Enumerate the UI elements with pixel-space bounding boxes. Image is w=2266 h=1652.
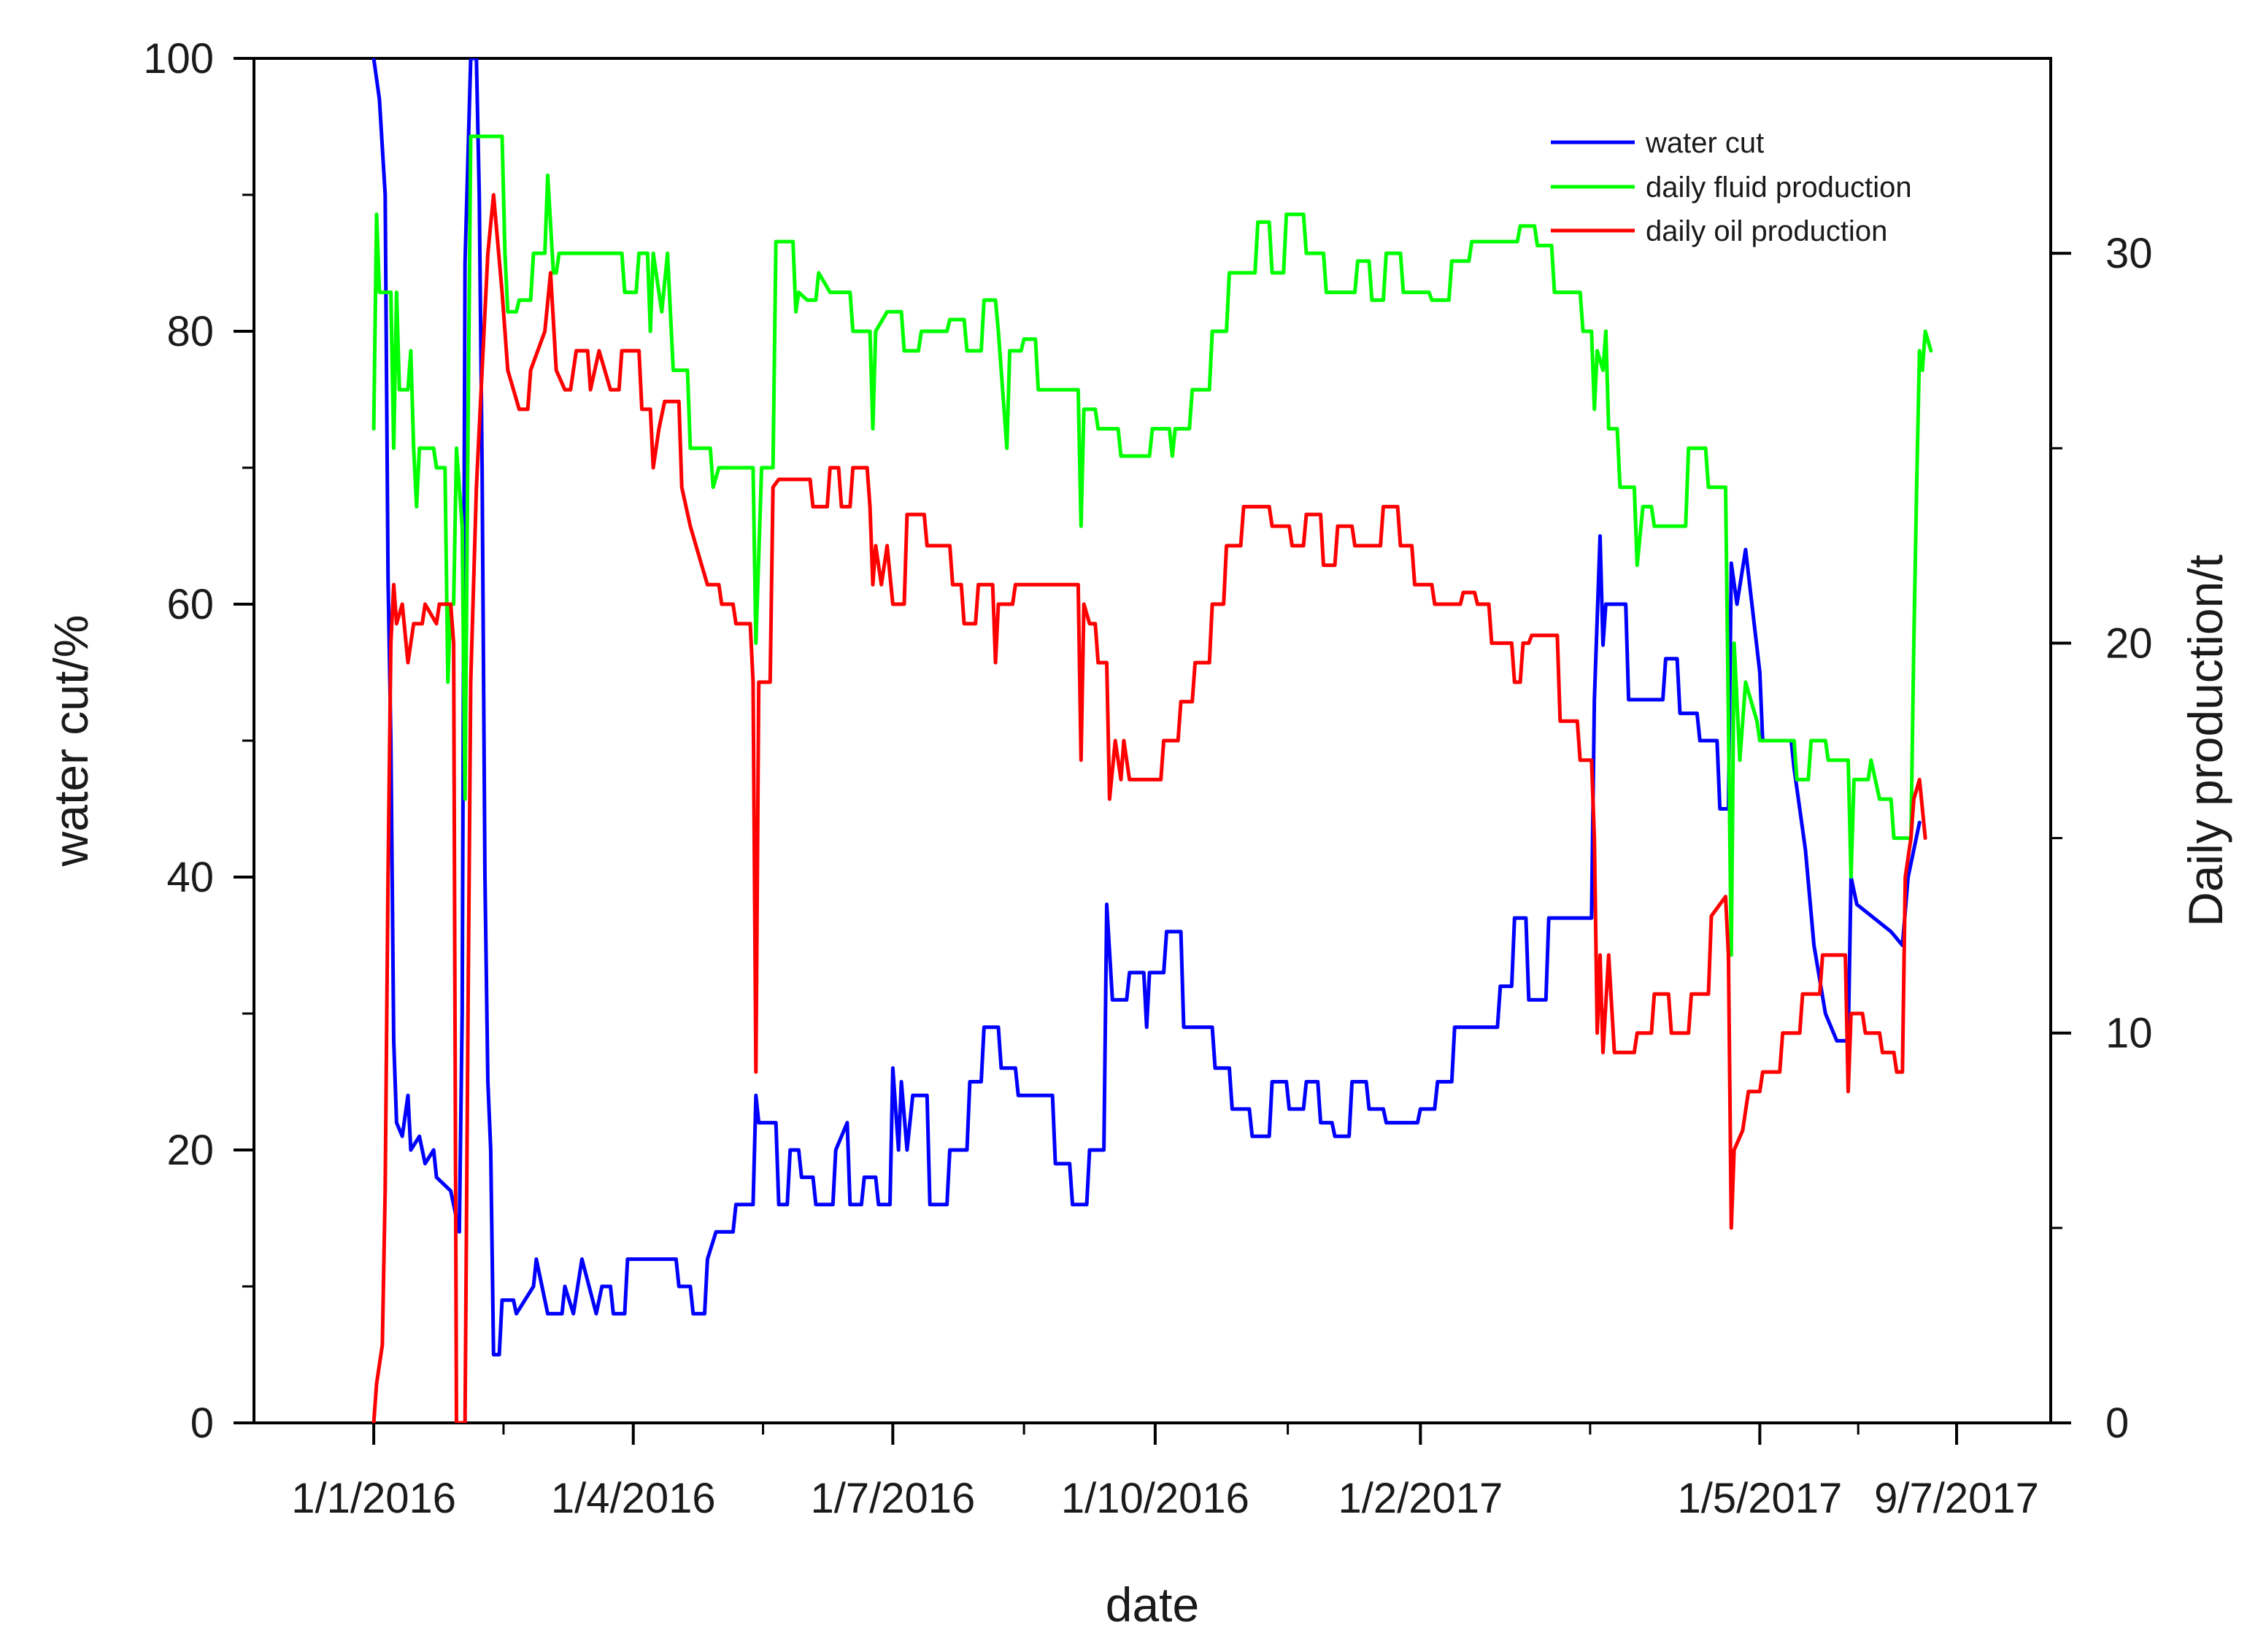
legend: water cut daily fluid production daily o…: [1551, 127, 1912, 247]
x-tick-label: 1/1/2016: [291, 1475, 456, 1522]
series-line-daily-oil-production: [371, 193, 1927, 1423]
legend-label-daily-oil-production: daily oil production: [1646, 215, 1887, 247]
y-right-tick-label: 30: [2105, 230, 2153, 277]
x-tick-label: 9/7/2017: [1874, 1475, 2039, 1522]
series-line-water-cut: [371, 58, 1922, 1356]
y-left-axis-ticks: 0 20 40 60 80 100: [143, 35, 254, 1447]
y-right-tick-label: 20: [2105, 620, 2153, 667]
y-left-tick-label: 20: [166, 1127, 214, 1174]
y-right-tick-label: 10: [2105, 1010, 2153, 1057]
y-left-tick-label: 0: [190, 1400, 214, 1447]
y-left-tick-label: 80: [166, 308, 214, 355]
x-axis-ticks: 1/1/2016 1/4/2016 1/7/2016 1/10/2016 1/2/201…: [291, 1423, 2039, 1522]
series-line-daily-fluid-production: [371, 134, 1933, 957]
x-tick-label: 1/2/2017: [1338, 1475, 1503, 1522]
y-left-axis-title: water cut/%: [44, 615, 98, 868]
legend-label-daily-fluid-production: daily fluid production: [1646, 171, 1912, 204]
x-tick-label: 1/10/2016: [1061, 1475, 1249, 1522]
y-left-tick-label: 60: [166, 581, 214, 628]
x-tick-label: 1/7/2016: [810, 1475, 975, 1522]
series-layer: [371, 58, 1933, 1423]
y-right-axis-ticks: 0 10 20 30: [2051, 230, 2153, 1447]
y-left-tick-label: 100: [143, 35, 214, 82]
y-right-tick-label: 0: [2105, 1400, 2129, 1447]
y-right-axis-title: Daily production/t: [2178, 555, 2232, 927]
y-left-tick-label: 40: [166, 854, 214, 901]
x-axis-title: date: [1106, 1578, 1199, 1632]
x-tick-label: 1/4/2016: [551, 1475, 716, 1522]
x-tick-label: 1/5/2017: [1677, 1475, 1842, 1522]
legend-label-water-cut: water cut: [1645, 127, 1764, 159]
